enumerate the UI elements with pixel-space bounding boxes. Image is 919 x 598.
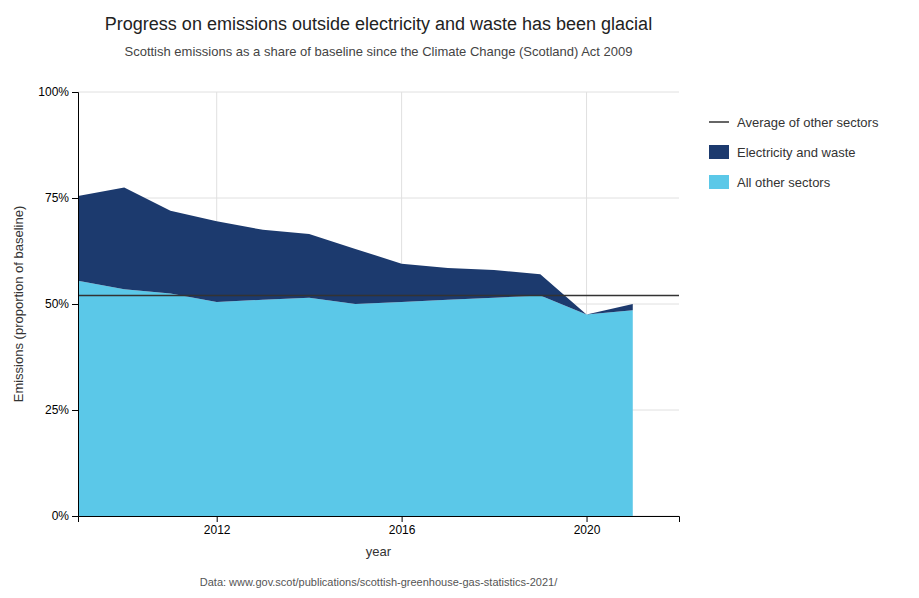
x-tick-mark [217,516,218,522]
y-tick-mark [72,410,78,411]
y-tick: 25% [45,403,78,417]
y-axis-line [72,93,79,517]
y-tick: 0% [52,509,78,523]
y-tick: 50% [45,297,78,311]
x-tick: 2012 [204,516,231,537]
reference-line [78,295,679,297]
legend-item: Average of other sectors [709,115,879,130]
legend-label: Average of other sectors [737,115,879,130]
y-tick: 100% [38,85,78,99]
y-axis-label: Emissions (proportion of baseline) [11,206,26,403]
subtitle: Scottish emissions as a share of baselin… [125,44,633,59]
legend: Average of other sectors Electricity and … [709,115,879,190]
y-tick: 75% [45,191,78,205]
x-tick: 2016 [389,516,416,537]
y-tick-label: 75% [45,191,69,205]
x-tick-label: 2020 [574,523,601,537]
x-tick-label: 2012 [204,523,231,537]
grid-line [78,92,679,93]
legend-swatch [709,145,729,159]
legend-label: All other sectors [737,175,831,190]
chart-svg: Progress on emissions outside electricit… [0,0,919,598]
marks [78,187,679,516]
y-tick-label: 50% [45,297,69,311]
y-tick-mark [72,92,78,93]
plot-area: 2012 2016 2020 0% 25% 50% 75% 100% year Emissions… [11,85,680,559]
title: Progress on emissions outside electricit… [105,14,652,34]
x-tick: 2020 [574,516,601,537]
chart-container: Progress on emissions outside electricit… [0,0,919,598]
x-tick-mark [587,516,588,522]
legend-swatch [709,121,729,123]
grid-line [78,198,679,199]
y-tick-mark [72,304,78,305]
legend-item: Electricity and waste [709,145,856,160]
legend-item: All other sectors [709,175,831,190]
x-axis-line [79,517,680,523]
y-tick-label: 0% [52,509,70,523]
caption: Data: www.gov.scot/publications/scottish… [200,576,558,588]
y-tick-label: 100% [38,85,69,99]
area [78,281,633,516]
y-tick-mark [72,516,78,517]
legend-label: Electricity and waste [737,145,856,160]
x-axis: 2012 2016 2020 [79,516,680,537]
x-axis-label: year [366,544,392,559]
grid [78,92,679,516]
y-axis: 0% 25% 50% 75% 100% [38,85,78,523]
y-tick-mark [72,198,78,199]
y-tick-label: 25% [45,403,69,417]
x-tick-mark [402,516,403,522]
legend-swatch [709,175,729,189]
x-tick-label: 2016 [389,523,416,537]
